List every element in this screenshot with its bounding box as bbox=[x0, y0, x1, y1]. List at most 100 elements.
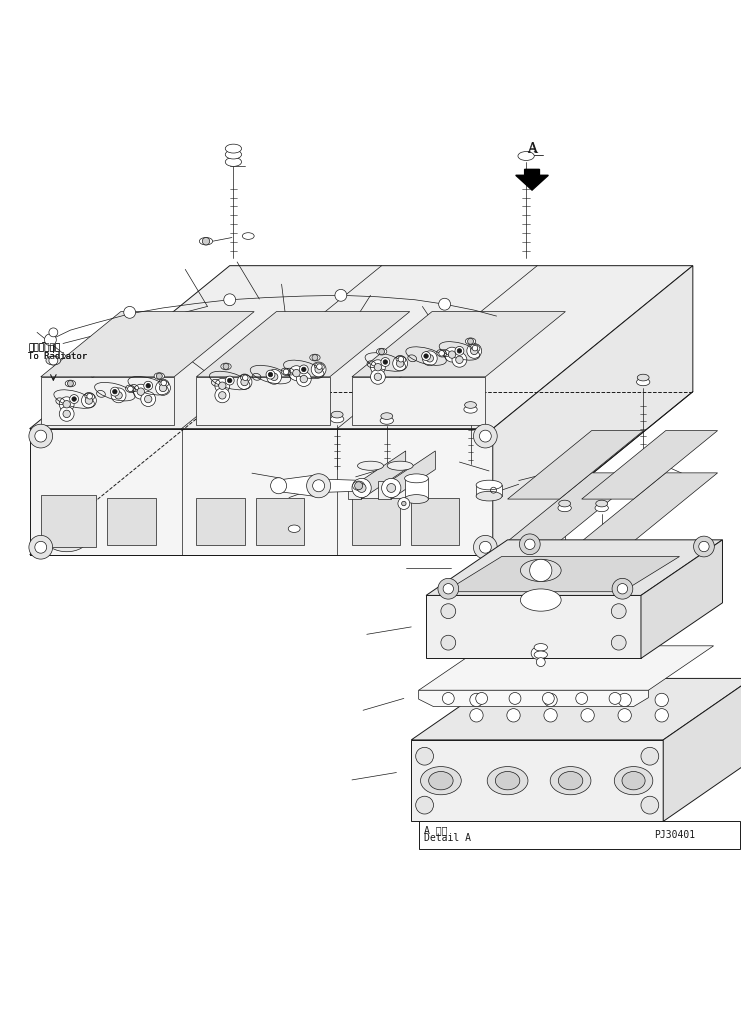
Circle shape bbox=[299, 365, 308, 374]
Circle shape bbox=[382, 478, 401, 497]
Polygon shape bbox=[445, 556, 679, 592]
Ellipse shape bbox=[465, 401, 476, 408]
Ellipse shape bbox=[154, 373, 165, 380]
Circle shape bbox=[144, 381, 153, 390]
Circle shape bbox=[544, 709, 557, 722]
Polygon shape bbox=[378, 480, 391, 499]
Bar bbox=[196, 498, 245, 545]
Polygon shape bbox=[30, 428, 493, 555]
Ellipse shape bbox=[488, 767, 528, 795]
Circle shape bbox=[161, 380, 167, 386]
Circle shape bbox=[473, 536, 497, 559]
Polygon shape bbox=[508, 431, 643, 499]
Circle shape bbox=[146, 384, 150, 388]
Ellipse shape bbox=[421, 767, 461, 795]
Polygon shape bbox=[391, 451, 435, 499]
Bar bbox=[41, 495, 96, 547]
Circle shape bbox=[470, 709, 483, 722]
Circle shape bbox=[296, 372, 311, 386]
Ellipse shape bbox=[199, 237, 213, 245]
Circle shape bbox=[219, 392, 226, 399]
Circle shape bbox=[542, 693, 554, 704]
Circle shape bbox=[581, 709, 594, 722]
Polygon shape bbox=[352, 312, 565, 377]
Ellipse shape bbox=[622, 772, 645, 790]
Polygon shape bbox=[41, 312, 254, 377]
Circle shape bbox=[63, 400, 70, 408]
Circle shape bbox=[470, 693, 483, 707]
Ellipse shape bbox=[353, 481, 365, 490]
Circle shape bbox=[370, 360, 385, 375]
Circle shape bbox=[531, 647, 543, 659]
Circle shape bbox=[374, 373, 382, 381]
Ellipse shape bbox=[331, 411, 343, 418]
Circle shape bbox=[110, 387, 119, 396]
Circle shape bbox=[618, 693, 631, 707]
Circle shape bbox=[156, 373, 162, 379]
Circle shape bbox=[237, 375, 252, 389]
Circle shape bbox=[442, 693, 454, 704]
Circle shape bbox=[699, 541, 709, 552]
Circle shape bbox=[63, 410, 70, 417]
Circle shape bbox=[468, 338, 473, 344]
Circle shape bbox=[127, 386, 133, 392]
Text: ラジエータへ: ラジエータへ bbox=[28, 343, 61, 353]
Ellipse shape bbox=[358, 461, 384, 470]
Ellipse shape bbox=[476, 491, 502, 501]
Ellipse shape bbox=[559, 500, 571, 506]
Circle shape bbox=[536, 657, 545, 667]
Circle shape bbox=[441, 635, 456, 650]
Circle shape bbox=[509, 693, 521, 704]
Text: A 詳細: A 詳細 bbox=[424, 826, 448, 836]
Polygon shape bbox=[641, 540, 722, 658]
Circle shape bbox=[448, 350, 456, 359]
Polygon shape bbox=[582, 431, 717, 499]
Circle shape bbox=[455, 346, 464, 356]
Text: A: A bbox=[528, 142, 536, 155]
Ellipse shape bbox=[614, 767, 653, 795]
Circle shape bbox=[617, 583, 628, 594]
Circle shape bbox=[576, 693, 588, 704]
Circle shape bbox=[113, 389, 117, 394]
Ellipse shape bbox=[405, 494, 428, 503]
Circle shape bbox=[159, 384, 167, 392]
Text: A: A bbox=[527, 143, 537, 156]
Circle shape bbox=[441, 604, 456, 619]
Ellipse shape bbox=[550, 767, 591, 795]
Circle shape bbox=[530, 559, 552, 581]
Circle shape bbox=[467, 343, 482, 359]
Circle shape bbox=[124, 306, 136, 318]
Ellipse shape bbox=[225, 144, 242, 153]
Circle shape bbox=[357, 483, 366, 492]
Ellipse shape bbox=[46, 357, 61, 365]
Circle shape bbox=[422, 352, 431, 361]
Circle shape bbox=[72, 397, 76, 401]
Ellipse shape bbox=[520, 559, 561, 581]
Circle shape bbox=[293, 370, 300, 377]
Circle shape bbox=[393, 357, 408, 371]
Circle shape bbox=[519, 534, 540, 555]
Circle shape bbox=[224, 294, 236, 306]
Circle shape bbox=[35, 431, 47, 442]
Circle shape bbox=[641, 748, 659, 765]
Circle shape bbox=[457, 348, 462, 354]
Circle shape bbox=[424, 354, 428, 359]
Circle shape bbox=[472, 345, 478, 350]
Circle shape bbox=[70, 395, 79, 403]
Polygon shape bbox=[426, 596, 641, 658]
Ellipse shape bbox=[495, 772, 520, 790]
Circle shape bbox=[443, 583, 453, 594]
Circle shape bbox=[133, 384, 148, 399]
Ellipse shape bbox=[476, 480, 502, 490]
Ellipse shape bbox=[242, 233, 254, 239]
Text: PJ30401: PJ30401 bbox=[654, 830, 695, 840]
Circle shape bbox=[379, 348, 385, 355]
Circle shape bbox=[544, 693, 557, 707]
Ellipse shape bbox=[46, 528, 87, 552]
Circle shape bbox=[471, 347, 478, 355]
Polygon shape bbox=[41, 377, 174, 425]
Circle shape bbox=[141, 392, 156, 406]
Ellipse shape bbox=[221, 363, 231, 370]
Polygon shape bbox=[362, 451, 406, 499]
Ellipse shape bbox=[387, 461, 413, 470]
